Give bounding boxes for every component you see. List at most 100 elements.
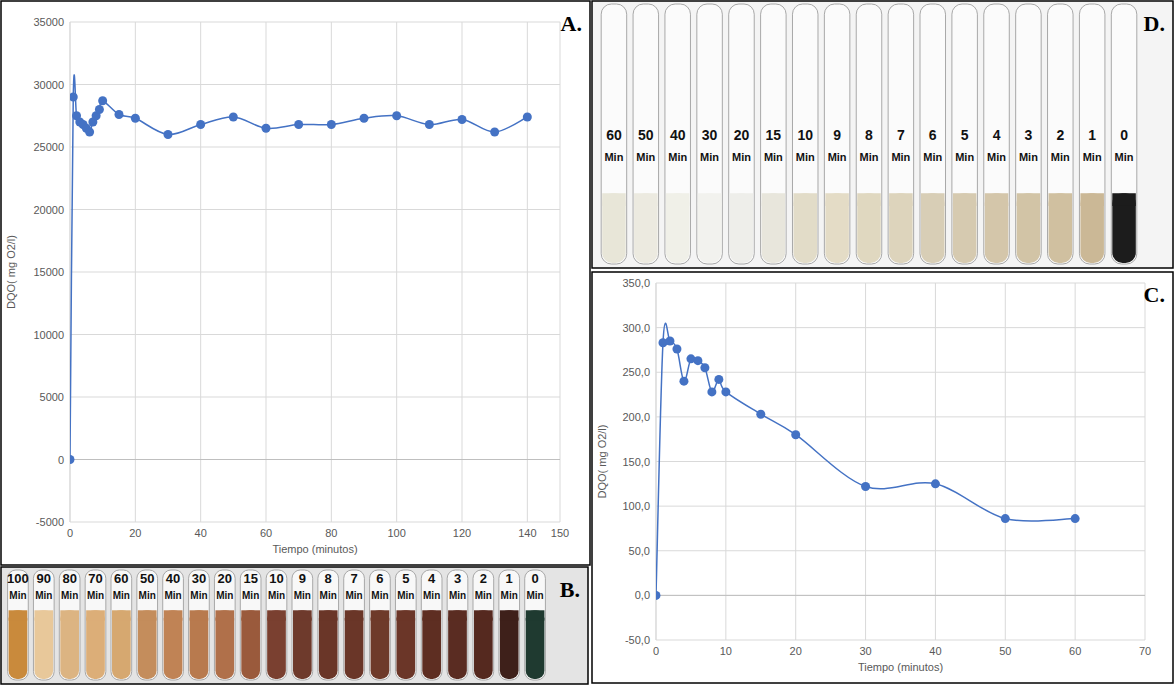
tube-liquid-top [1080, 193, 1104, 206]
tube-liquid [86, 610, 105, 679]
tube-liquid-top [889, 193, 913, 206]
tube-glass [729, 4, 755, 264]
tube-liquid-top [985, 193, 1009, 206]
grid-line [656, 550, 1145, 551]
x-tick-label: 10 [720, 645, 732, 657]
tube-liquid-top [526, 610, 545, 620]
y-tick-label: 5000 [40, 391, 64, 403]
tube-liquid [215, 610, 234, 679]
tube-glass [601, 4, 627, 264]
tube-label: 40Min [164, 571, 181, 600]
tube-glass [318, 570, 339, 680]
tube-label-part: Min [1051, 151, 1070, 163]
data-point [327, 120, 336, 129]
x-tick-label: 140 [518, 527, 536, 539]
tube-label-part: 80 [62, 571, 76, 586]
tube-liquid-top [422, 610, 441, 620]
data-point [70, 455, 75, 464]
tube-label-part: 60 [606, 127, 622, 143]
tube-glass [59, 570, 80, 680]
x-tick-label: 0 [67, 527, 73, 539]
tube-liquid-top [698, 193, 722, 206]
data-point [164, 130, 173, 139]
tube-label-part: 8 [325, 571, 332, 586]
x-tick-label: 60 [260, 527, 272, 539]
grid-line [725, 283, 726, 640]
y-tick-label: 30000 [33, 79, 64, 91]
line-chart: -500005000100001500020000250003000035000… [5, 16, 569, 555]
grid-line [70, 209, 560, 210]
x-axis-title: Tiempo (minutos) [858, 661, 943, 673]
tube-label: 80Min [61, 571, 78, 600]
data-point [229, 113, 238, 122]
tube-label-part: Min [139, 590, 156, 601]
tube-label: 1Min [501, 571, 518, 600]
tube-label-part: Min [891, 151, 910, 163]
grid-line [1075, 283, 1076, 640]
tube-label-part: Min [242, 590, 259, 601]
data-point [721, 387, 730, 396]
tube-label: 9 Min [828, 127, 847, 163]
tube-label-part: 9 [833, 127, 841, 143]
panel-letter: C. [1144, 282, 1165, 307]
grid-line [135, 22, 136, 522]
tube-label-part: 70 [88, 571, 102, 586]
tube-label-part: Min [860, 151, 879, 163]
y-tick-label: -5000 [36, 516, 64, 528]
tube-label-part: 5 [402, 571, 409, 586]
data-group [70, 75, 532, 464]
tube-liquid [953, 193, 977, 263]
tube-label: 6Min [371, 571, 388, 600]
tube-label-part: 6 [376, 571, 383, 586]
grid-line [656, 506, 1145, 507]
tube-liquid [500, 610, 519, 679]
tube-label-part: Min [87, 590, 104, 601]
grid-line [527, 22, 528, 522]
y-tick-label: 20000 [33, 204, 64, 216]
tube-label-part: 8 [865, 127, 873, 143]
data-point [791, 430, 800, 439]
tube-liquid-top [138, 610, 157, 620]
tube-label-part: Min [320, 590, 337, 601]
x-tick-label: 60 [1069, 645, 1081, 657]
x-tick-label: 100 [387, 527, 405, 539]
panel-letter: D. [1144, 11, 1165, 36]
tube-label-part: 10 [797, 127, 813, 143]
data-point [707, 387, 716, 396]
tube-glass [163, 570, 184, 680]
tube-liquid-top [9, 610, 28, 620]
x-axis-line [656, 595, 1145, 596]
tube-liquid-top [666, 193, 690, 206]
tube-liquid-top [474, 610, 493, 620]
grid-line [331, 22, 332, 522]
tube-label-part: Min [668, 151, 687, 163]
tube-glass [33, 570, 54, 680]
tube-liquid [698, 193, 722, 263]
tube-label-part: 5 [961, 127, 969, 143]
grid-line [70, 522, 560, 523]
data-point [656, 591, 661, 600]
data-point [931, 479, 940, 488]
tube-liquid-top [293, 610, 312, 620]
tube-label-part: 3 [454, 571, 461, 586]
tube-label-part: 20 [734, 127, 750, 143]
tube-liquid-top [1112, 193, 1136, 206]
tube-label: 40Min [668, 127, 687, 163]
tube-label: 8 Min [860, 127, 879, 163]
data-point [1071, 514, 1080, 523]
tube-liquid [793, 193, 817, 263]
tube-label-part: 4 [993, 127, 1001, 143]
data-line [656, 323, 1075, 595]
data-point [714, 375, 723, 384]
line-chart: -50,00,050,0100,0150,0200,0250,0300,0350… [596, 277, 1151, 673]
y-tick-label: 0,0 [635, 589, 650, 601]
x-tick-label: 50 [999, 645, 1011, 657]
tube-liquid [422, 610, 441, 679]
tube-glass [888, 4, 914, 264]
x-tick-label: 0 [653, 645, 659, 657]
tube-liquid-top [793, 193, 817, 206]
tube-label-part: Min [828, 151, 847, 163]
tube-label: 15Min [764, 127, 783, 163]
tube-label-part: Min [636, 151, 655, 163]
data-point [693, 356, 702, 365]
